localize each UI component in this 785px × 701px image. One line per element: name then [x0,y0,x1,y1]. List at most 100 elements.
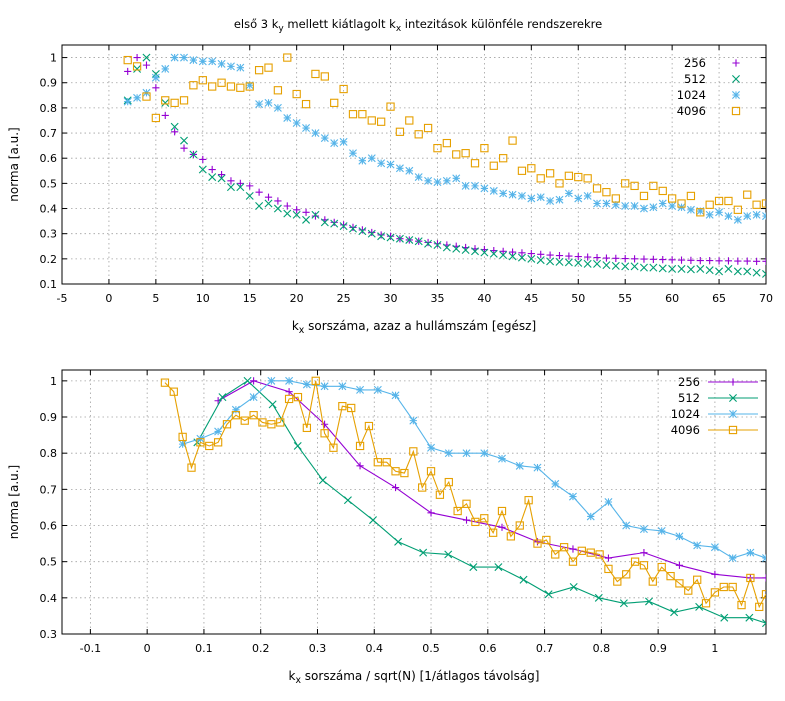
point-256 [499,247,507,255]
y-tick-label: 0.7 [40,483,58,496]
point-1024 [433,178,442,187]
point-512 [517,253,526,262]
point-4096 [226,82,236,91]
y-tick-label: 0.2 [40,253,58,266]
point-512 [170,122,179,131]
point-1024 [762,212,766,221]
legend-label-512: 512 [684,72,706,86]
point-512 [180,136,189,145]
point-4096 [364,421,374,431]
point-1024 [480,184,489,193]
point-512 [348,224,357,233]
point-512 [594,593,603,602]
point-512 [494,563,503,572]
point-512 [555,257,564,266]
bottom-line-plot: -0.1 0 0.1 0.2 0.3 0.4 0.5 0.6 0.7 0.8 0.9 1 0.3 0.4 0… [7,369,767,686]
point-4096 [684,586,693,595]
grid [62,45,766,284]
point-512 [621,262,630,271]
point-1024 [189,56,198,65]
point-4096 [658,186,667,196]
x-tick-label: 0.6 [479,642,497,655]
x-tick-label: 50 [571,292,585,305]
y-axis-label: norma [a.u.] [7,127,21,201]
point-512 [611,261,620,270]
point-4096 [622,570,631,579]
point-4096 [347,403,356,413]
legend-marker-512 [732,75,740,83]
y-tick-label: 0.4 [40,203,58,216]
point-256 [762,257,766,265]
point-1024 [311,129,320,138]
y-tick-label: 0.8 [40,447,58,460]
y-tick-label: 0.1 [40,278,58,291]
point-256 [490,246,498,255]
point-4096 [714,196,724,206]
point-1024 [746,548,755,557]
point-4096 [696,208,705,217]
point-4096 [329,443,338,452]
point-1024 [517,191,526,200]
x-tick-label: 0.3 [309,642,327,655]
point-1024 [639,525,648,534]
point-512 [358,227,367,236]
point-512 [574,258,583,267]
point-256 [255,188,263,196]
point-256 [677,256,686,264]
grid [62,370,766,634]
point-4096 [649,181,658,191]
point-1024 [377,159,386,168]
point-4096 [733,205,742,214]
y-tick-label: 0.3 [40,228,58,241]
point-4096 [414,130,423,139]
point-1024 [686,205,695,214]
point-4096 [755,602,764,612]
legend-marker-256 [729,378,737,386]
point-256 [330,218,338,226]
point-256 [649,255,657,263]
point-512 [293,441,302,450]
point-1024 [499,189,508,198]
point-256 [386,232,395,240]
point-4096 [480,143,489,153]
series-512 [193,376,766,628]
point-1024 [444,449,453,458]
point-1024 [733,215,742,224]
point-4096 [592,184,602,193]
point-1024 [409,416,418,425]
point-4096 [675,579,684,588]
point-256 [133,53,141,62]
point-512 [670,608,679,617]
point-512 [444,550,453,559]
point-1024 [285,376,294,385]
point-4096 [205,441,214,451]
point-4096 [160,378,170,387]
point-4096 [292,89,301,99]
point-256 [199,155,207,164]
point-256 [180,144,188,152]
series-line-4096 [164,380,766,609]
point-1024 [338,382,347,391]
series-layer [123,53,766,278]
point-256 [293,206,301,214]
point-256 [675,561,684,569]
point-256 [527,249,535,258]
point-512 [405,235,414,244]
point-4096 [222,420,232,429]
point-4096 [189,81,198,90]
legend-label-1024: 1024 [671,407,700,421]
point-4096 [240,416,249,425]
legend: 256 512 1024 4096 [677,56,741,118]
point-512 [311,210,320,219]
point-4096 [470,159,480,168]
point-1024 [621,202,630,210]
point-4096 [517,166,527,175]
point-1024 [693,541,702,550]
legend-marker-4096 [728,425,738,435]
point-4096 [471,517,480,527]
point-512 [743,267,752,276]
point-1024 [649,203,658,212]
point-4096 [564,171,574,180]
y-tick-label: 0.8 [40,102,58,115]
point-4096 [613,577,622,586]
